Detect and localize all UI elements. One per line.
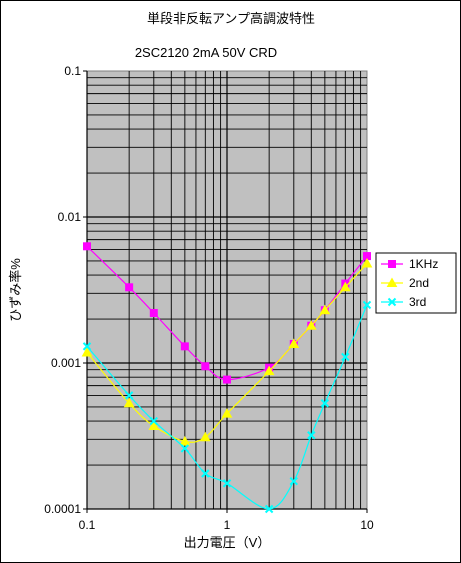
chart-title: 単段非反転アンプ高調波特性 xyxy=(147,11,315,26)
data-point xyxy=(341,352,350,362)
legend-marker xyxy=(388,260,396,268)
data-point xyxy=(319,304,331,315)
y-axis-label: ひずみ率% xyxy=(8,258,23,322)
legend-items: 1KHz 2nd 3rd xyxy=(381,257,438,309)
data-point xyxy=(223,375,231,384)
legend-item: 3rd xyxy=(381,295,426,309)
data-point xyxy=(289,477,299,486)
legend-marker xyxy=(386,277,398,287)
data-point xyxy=(149,416,159,426)
legend: 1KHz 2nd 3rd xyxy=(375,252,457,314)
data-point xyxy=(180,444,190,453)
legend-marker xyxy=(387,297,397,307)
data-point xyxy=(339,281,351,292)
data-point xyxy=(361,258,373,268)
data-point xyxy=(81,346,93,357)
x-tick-label: 0.1 xyxy=(79,518,96,532)
legend-item: 2nd xyxy=(381,276,429,290)
data-point xyxy=(179,435,191,446)
y-tick-label: 0.001 xyxy=(51,356,81,370)
data-point xyxy=(222,479,232,488)
grid-lines xyxy=(86,71,367,510)
data-point xyxy=(123,397,135,408)
y-tick-label: 0.1 xyxy=(64,64,81,78)
data-point xyxy=(82,342,92,351)
data-point xyxy=(180,342,189,351)
data-point xyxy=(201,469,210,478)
y-tick-label: 0.0001 xyxy=(44,502,81,516)
data-point xyxy=(263,365,275,376)
data-point xyxy=(221,408,233,418)
data-point xyxy=(362,300,372,310)
x-tick-label: 1 xyxy=(224,518,231,532)
series-3rd xyxy=(82,300,372,514)
series-line xyxy=(86,304,368,510)
x-axis-label: 出力電圧（V） xyxy=(184,535,271,550)
data-point xyxy=(148,420,160,431)
data-point xyxy=(199,431,211,442)
series-2nd xyxy=(81,258,373,446)
data-point xyxy=(264,504,274,514)
y-tick-label: 0.01 xyxy=(58,210,82,224)
legend-label: 3rd xyxy=(409,295,426,309)
data-point xyxy=(201,362,210,371)
tick-labels: 0.1 1 10 0.1 0.01 0.001 0.0001 xyxy=(44,64,374,532)
data-point xyxy=(305,320,317,330)
data-point xyxy=(307,431,316,440)
series-layer xyxy=(81,242,373,514)
data-point xyxy=(83,242,91,251)
legend-label: 2nd xyxy=(409,276,429,290)
data-point xyxy=(288,338,300,348)
data-point xyxy=(149,309,158,318)
chart-subtitle: 2SC2120 2mA 50V CRD xyxy=(135,45,277,60)
data-point xyxy=(124,391,134,400)
x-tick-label: 10 xyxy=(360,518,374,532)
legend-item: 1KHz xyxy=(381,257,438,271)
data-point xyxy=(125,283,134,292)
legend-label: 1KHz xyxy=(409,257,438,271)
data-point xyxy=(320,399,330,408)
